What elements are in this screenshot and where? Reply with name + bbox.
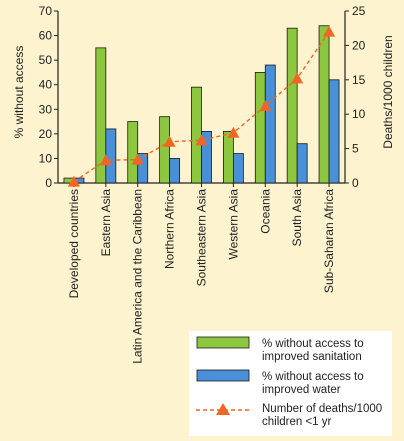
- deaths-marker: [291, 72, 304, 84]
- bar-sanitation: [286, 27, 298, 184]
- bar-water: [328, 79, 340, 184]
- legend-swatch-water: [196, 369, 250, 382]
- bar-water: [137, 153, 149, 184]
- plot-area: [58, 25, 345, 187]
- left-tick-label: 0: [45, 176, 52, 190]
- legend-swatch-sanitation: [196, 336, 250, 349]
- right-tick-label: 25: [352, 4, 366, 18]
- right-tick-label: 5: [352, 142, 359, 156]
- bar-sanitation: [318, 25, 330, 184]
- bar-water: [296, 143, 308, 184]
- bar-sanitation: [222, 130, 234, 184]
- x-axis-labels: Developed countries Eastern Asia Latin Ame…: [67, 189, 336, 364]
- deaths-marker: [323, 25, 336, 37]
- left-tick-label: 10: [39, 151, 53, 165]
- right-tick-label: 20: [352, 38, 366, 52]
- legend-swatch-deaths-marker: [216, 403, 230, 415]
- right-tick-label: 15: [352, 73, 366, 87]
- deaths-marker: [131, 153, 144, 165]
- left-tick-label: 60: [39, 29, 53, 43]
- left-tick-label: 20: [39, 127, 53, 141]
- bar-sanitation: [127, 121, 139, 184]
- left-tick-label: 50: [39, 53, 53, 67]
- left-axis: 0 10 20 30 40 50 60 70: [39, 4, 59, 190]
- deaths-marker: [99, 154, 112, 166]
- left-tick-label: 40: [39, 78, 53, 92]
- legend-label: % without access to: [262, 371, 364, 383]
- x-tick-label: Western Asia: [226, 189, 240, 260]
- x-tick-label: Developed countries: [67, 189, 81, 298]
- deaths-marker: [67, 175, 80, 187]
- left-tick-label: 70: [39, 4, 53, 18]
- x-tick-label: South Asia: [290, 189, 304, 247]
- x-tick-label: Southeastern Asia: [195, 189, 209, 287]
- bar-water: [201, 130, 212, 184]
- x-tick-label: Eastern Asia: [99, 189, 113, 257]
- bar-water: [169, 158, 181, 184]
- x-tick-label: Oceania: [258, 189, 272, 234]
- deaths-marker: [163, 135, 176, 147]
- legend-box: [189, 331, 392, 436]
- bar-sanitation: [191, 86, 202, 184]
- x-tick-label: Latin America and the Caribbean: [131, 189, 145, 364]
- legend-label: % without access to: [262, 338, 364, 350]
- left-tick-label: 30: [39, 102, 53, 116]
- y-axis-label: % without access: [12, 46, 26, 139]
- deaths-marker: [259, 99, 272, 111]
- legend-label: Number of deaths/1000: [262, 403, 382, 415]
- bar-water: [264, 64, 276, 184]
- bar-sanitation: [159, 116, 171, 184]
- x-tick-label: Sub-Saharan Africa: [322, 189, 336, 293]
- deaths-marker: [195, 134, 208, 146]
- right-tick-label: 0: [352, 176, 359, 190]
- bar-water: [232, 153, 244, 184]
- bar-sanitation: [95, 47, 107, 184]
- legend-label: children <1 yr: [262, 416, 332, 428]
- deaths-marker: [227, 126, 240, 138]
- deaths-line: [73, 31, 330, 183]
- bar-sanitation: [254, 72, 266, 184]
- right-axis: 0 5 10 15 20 25: [344, 4, 366, 190]
- legend-label: improved sanitation: [262, 351, 362, 363]
- right-tick-label: 10: [352, 107, 366, 121]
- x-tick-label: Northern Africa: [163, 189, 177, 269]
- y2-axis-label: Deaths/1000 children: [381, 35, 395, 148]
- bar-water: [105, 128, 117, 184]
- legend-label: improved water: [262, 384, 341, 396]
